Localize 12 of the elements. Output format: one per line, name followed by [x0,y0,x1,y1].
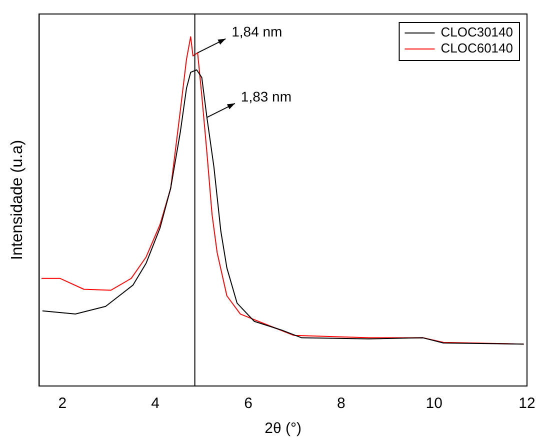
legend-label: CLOC30140 [440,24,514,40]
x-tick-label: 8 [337,395,346,412]
x-tick-label: 6 [244,395,252,412]
annotation: 1,84 nm [232,24,282,40]
y-axis-title: Intensidade (u.a) [9,140,26,260]
x-tick-label: 2 [58,395,67,412]
x-tick-label: 10 [426,395,442,412]
legend-label: CLOC60140 [440,40,514,56]
annotation: 1,83 nm [240,88,292,104]
x-tick-label: 4 [151,395,160,412]
x-tick-label: 12 [518,395,536,412]
x-axis-title: 2θ (°) [264,420,302,438]
